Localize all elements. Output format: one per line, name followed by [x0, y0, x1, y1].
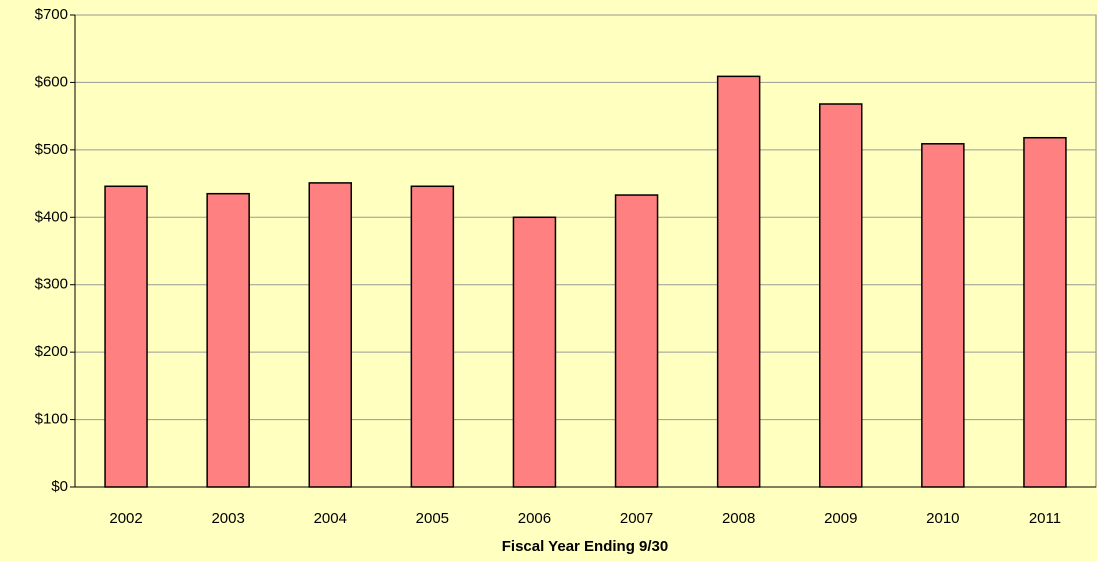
bar [819, 103, 863, 488]
y-tick-label: $300 [35, 276, 68, 293]
x-tick-label: 2003 [211, 510, 244, 527]
bar [104, 185, 148, 488]
x-axis-title: Fiscal Year Ending 9/30 [502, 538, 668, 555]
bar [1023, 136, 1067, 488]
bar [921, 143, 965, 488]
y-tick-label: $500 [35, 141, 68, 158]
bar [614, 194, 659, 488]
y-tick-label: $0 [51, 478, 68, 495]
x-tick-label: 2002 [109, 510, 142, 527]
x-tick-label: 2006 [518, 510, 551, 527]
y-tick-label: $700 [35, 6, 68, 23]
bar [410, 185, 455, 488]
y-tick-label: $200 [35, 343, 68, 360]
x-tick-label: 2008 [722, 510, 755, 527]
bar [512, 216, 557, 488]
bar [308, 182, 352, 488]
y-tick-label: $100 [35, 411, 68, 428]
x-tick-label: 2005 [416, 510, 449, 527]
x-tick-label: 2010 [926, 510, 959, 527]
x-tick-label: 2011 [1029, 510, 1061, 527]
y-tick-label: $400 [35, 208, 68, 225]
x-tick-label: 2009 [824, 510, 857, 527]
bar [206, 192, 250, 488]
y-tick-label: $600 [35, 73, 68, 90]
x-tick-label: 2004 [314, 510, 347, 527]
bar [716, 75, 761, 488]
x-tick-label: 2007 [620, 510, 653, 527]
